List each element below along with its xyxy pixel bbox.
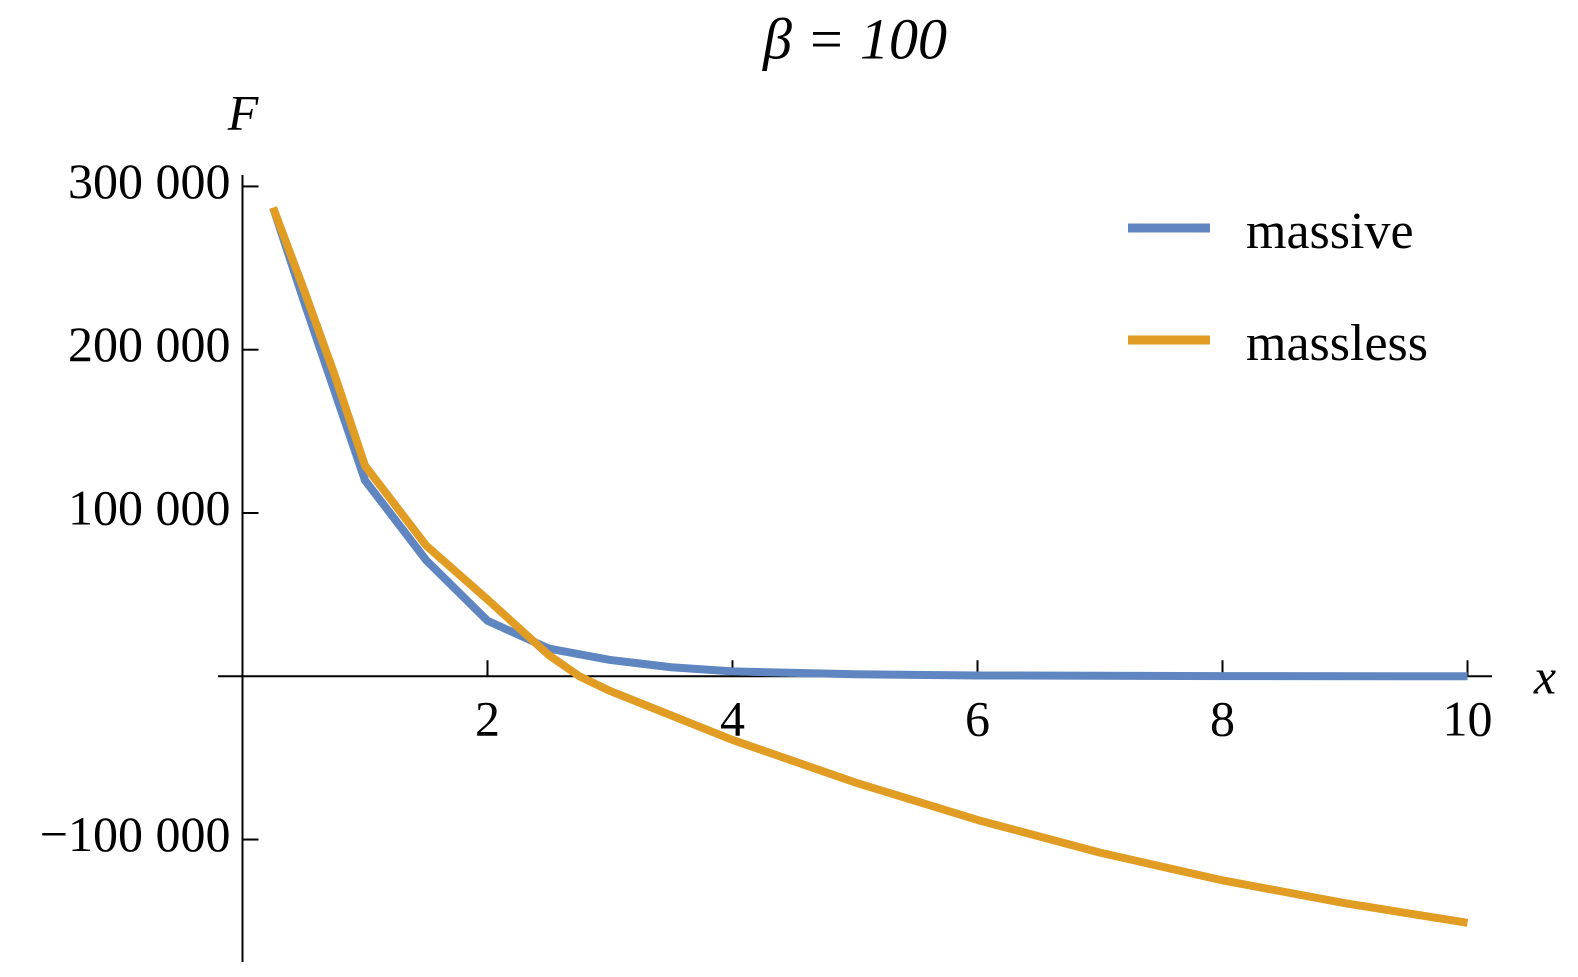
y-tick-label: 100 000 bbox=[68, 479, 231, 535]
line-series bbox=[269, 206, 1468, 681]
y-tick-label: −100 000 bbox=[40, 806, 231, 862]
line-series bbox=[269, 206, 1469, 927]
x-tick-label: 6 bbox=[965, 691, 990, 747]
y-tick-label: 200 000 bbox=[68, 316, 231, 372]
y-tick-label: 300 000 bbox=[68, 153, 231, 209]
x-axis-label: x bbox=[1533, 648, 1556, 704]
y-axis-label: F bbox=[227, 84, 259, 140]
x-tick-label: 2 bbox=[475, 691, 500, 747]
legend-label: massless bbox=[1246, 315, 1428, 372]
legend-label: massive bbox=[1246, 203, 1414, 260]
x-tick-label: 8 bbox=[1210, 691, 1235, 747]
x-tick-label: 10 bbox=[1443, 691, 1493, 747]
chart-title: β = 100 bbox=[762, 6, 947, 71]
